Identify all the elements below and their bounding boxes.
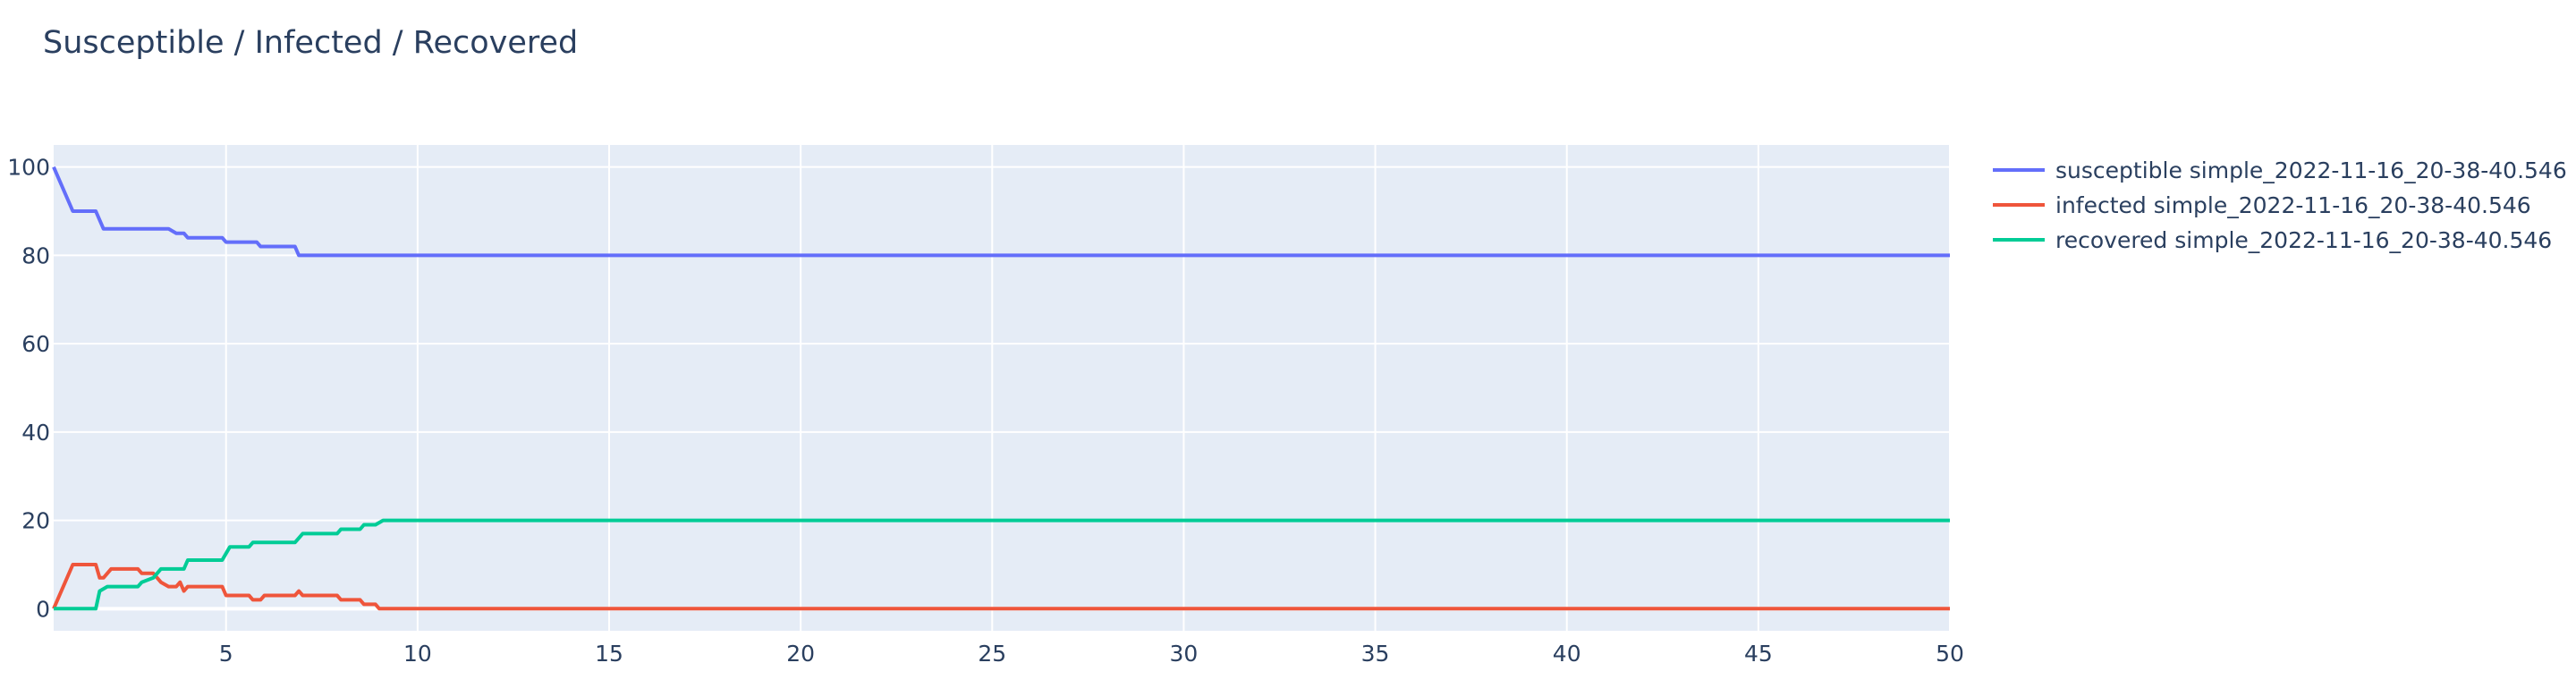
- x-tick-label: 40: [1553, 641, 1581, 667]
- series-line-3: [54, 518, 1950, 611]
- y-tick-label: 80: [21, 242, 50, 268]
- x-tick-label: 35: [1361, 641, 1390, 667]
- series-line-2: [52, 563, 1950, 611]
- x-tick-label: 30: [1170, 641, 1199, 667]
- x-tick-label: 20: [786, 641, 815, 667]
- chart-title: Susceptible / Infected / Recovered: [43, 25, 578, 61]
- y-tick-label: 40: [21, 420, 50, 446]
- x-tick-label: 15: [595, 641, 623, 667]
- x-tick-label: 45: [1744, 641, 1773, 667]
- x-tick-label: 50: [1936, 641, 1964, 667]
- legend[interactable]: susceptible simple_2022-11-16_20-38-40.5…: [1993, 157, 2567, 253]
- legend-label: infected simple_2022-11-16_20-38-40.546: [2055, 192, 2531, 218]
- y-tick-label: 20: [21, 508, 50, 534]
- series-lines: [52, 166, 1950, 611]
- x-tick-label: 5: [219, 641, 233, 667]
- legend-item[interactable]: infected simple_2022-11-16_20-38-40.546: [1993, 192, 2531, 218]
- series-line-1: [52, 166, 1950, 258]
- y-tick-label: 0: [36, 596, 50, 622]
- tick-labels: 5 10 15 20 25 30 35 40 45 50 0 20 40 60 80 100: [7, 155, 1964, 667]
- legend-item[interactable]: recovered simple_2022-11-16_20-38-40.546: [1993, 227, 2552, 253]
- legend-item[interactable]: susceptible simple_2022-11-16_20-38-40.5…: [1993, 157, 2567, 183]
- plot-background: [54, 145, 1950, 631]
- x-tick-label: 10: [403, 641, 432, 667]
- y-tick-label: 100: [7, 155, 50, 181]
- x-tick-label: 25: [978, 641, 1006, 667]
- legend-label: susceptible simple_2022-11-16_20-38-40.5…: [2055, 157, 2567, 183]
- y-tick-label: 60: [21, 331, 50, 357]
- legend-label: recovered simple_2022-11-16_20-38-40.546: [2055, 227, 2552, 253]
